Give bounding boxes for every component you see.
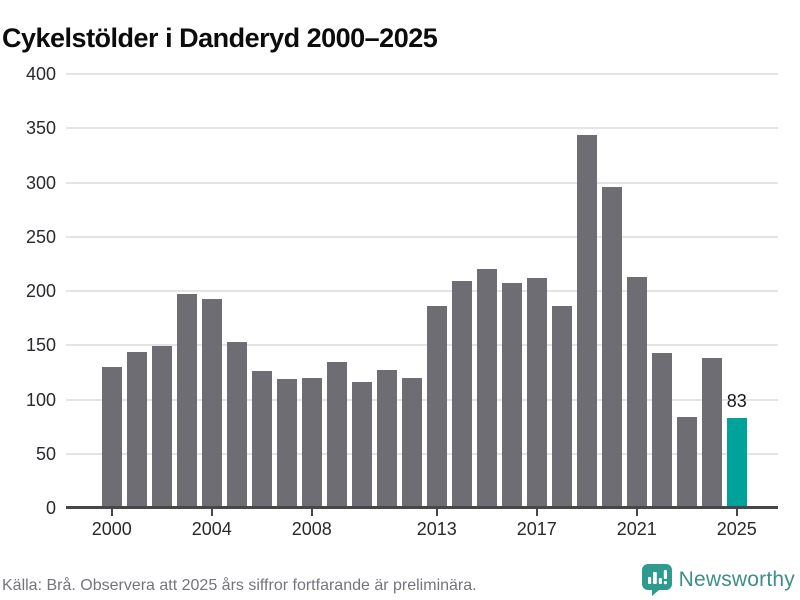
x-axis-label: 2004	[191, 519, 232, 539]
bar	[602, 186, 622, 508]
x-axis-tick	[310, 509, 313, 516]
gridline	[66, 398, 778, 401]
bar-value-label: 83	[726, 390, 747, 411]
y-axis-label: 0	[45, 498, 56, 518]
x-axis-tick	[110, 509, 113, 516]
bar	[327, 361, 347, 508]
gridline	[66, 290, 778, 292]
bar	[652, 352, 672, 508]
x-axis-label: 2025	[716, 519, 757, 539]
bar	[102, 366, 122, 508]
gridline	[66, 73, 778, 75]
y-axis-label: 50	[35, 443, 56, 464]
y-axis-label: 350	[25, 118, 56, 139]
x-axis-tick	[635, 509, 638, 516]
x-axis-label: 2008	[291, 519, 332, 539]
y-axis-label: 150	[25, 335, 56, 356]
bar	[152, 346, 172, 508]
gridline	[66, 181, 778, 184]
y-axis-label: 400	[25, 64, 56, 84]
bar	[352, 382, 372, 508]
bar	[127, 351, 147, 508]
bar	[302, 377, 322, 508]
axis-baseline	[66, 506, 778, 509]
bar	[477, 269, 497, 508]
x-axis-tick	[435, 509, 438, 516]
chart-title: Cykelstölder i Danderyd 2000–2025	[2, 23, 438, 54]
x-axis-label: 2017	[516, 519, 557, 539]
x-axis-tick	[210, 509, 213, 516]
y-axis-label: 300	[25, 172, 56, 193]
x-axis-tick	[535, 509, 538, 516]
newsworthy-wordmark: Newsworthy	[678, 567, 795, 591]
bar	[252, 371, 272, 508]
x-axis-label: 2000	[91, 519, 132, 539]
bar	[227, 341, 247, 508]
bar	[277, 378, 297, 508]
bar	[402, 377, 422, 508]
bar	[377, 370, 397, 508]
bar	[452, 281, 472, 508]
bar	[577, 134, 597, 508]
gridline	[66, 344, 778, 347]
bar	[177, 294, 197, 508]
bar	[627, 276, 647, 508]
x-axis-label: 2021	[616, 519, 657, 539]
bar	[677, 416, 697, 508]
source-note: Källa: Brå. Observera att 2025 års siffr…	[2, 577, 477, 594]
gridline	[66, 127, 778, 130]
bar	[202, 298, 222, 508]
bar-chart-speech-bubble-icon	[641, 564, 672, 596]
x-axis-label: 2013	[416, 519, 457, 539]
bar	[427, 306, 447, 508]
x-axis-tick	[735, 509, 738, 516]
bar	[552, 306, 572, 508]
bar	[702, 358, 722, 508]
newsworthy-logo: Newsworthy	[641, 563, 795, 596]
gridline	[66, 452, 778, 455]
bar	[527, 277, 547, 508]
gridline	[66, 235, 778, 238]
highlight-bar	[727, 417, 747, 508]
y-axis-label: 100	[25, 389, 56, 410]
y-axis-label: 250	[25, 226, 56, 247]
y-axis-label: 200	[25, 281, 56, 301]
bar	[502, 283, 522, 508]
